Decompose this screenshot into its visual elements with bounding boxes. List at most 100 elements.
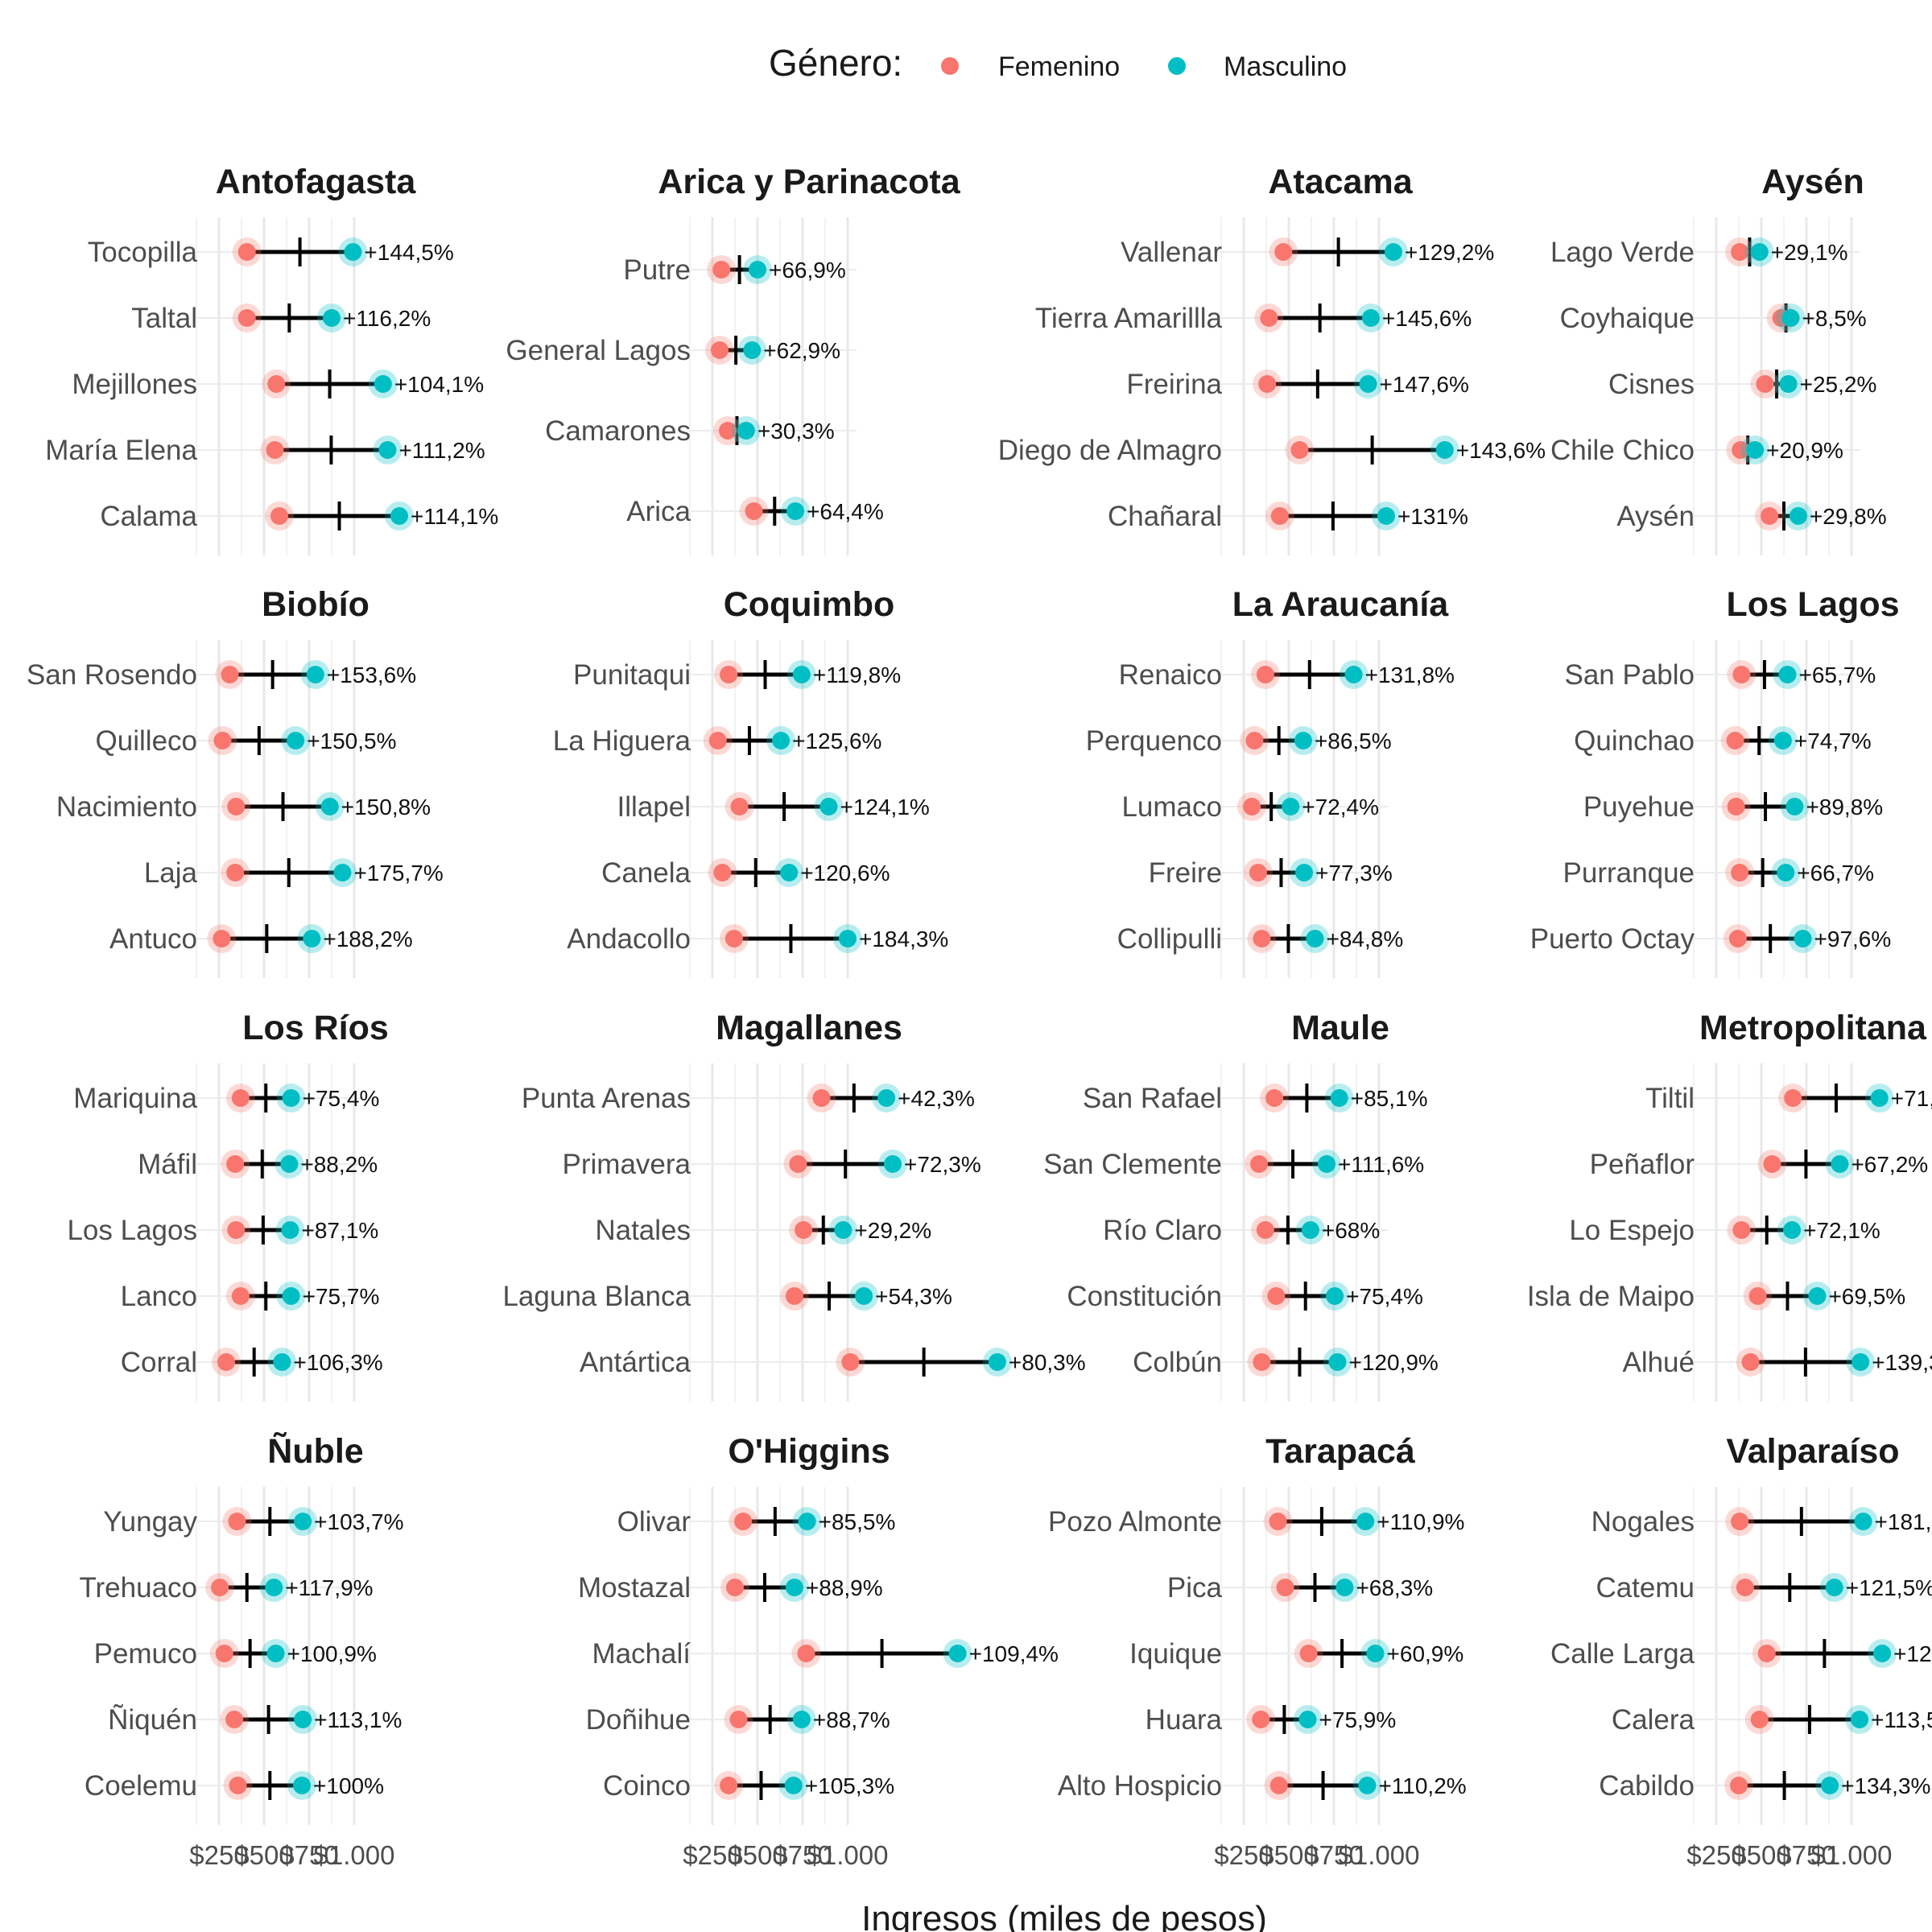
femenino-point [1732,1221,1751,1239]
dumbbell-row: Punitaqui +119,8% [573,659,901,691]
category-label: Purranque [1563,857,1695,889]
percent-label: +100% [313,1773,384,1798]
facet-panel: Arica y Parinacota Putre +66,9% General Lag… [506,163,961,555]
dumbbell-row: Punta Arenas +42,3% [522,1083,975,1114]
percent-label: +60,9% [1387,1641,1464,1666]
masculino-point [1294,732,1312,749]
category-label: María Elena [45,435,197,466]
femenino-point [720,666,738,683]
dumbbell-row: Lanco +75,7% [121,1281,380,1312]
femenino-point [1732,441,1750,459]
masculino-point [792,1711,811,1728]
x-tick-label: $250 [1686,1840,1745,1870]
femenino-point [724,930,743,947]
dumbbell-row: Chañaral +131% [1108,501,1468,532]
facet-panel: Atacama Vallenar +129,2% Tierra Amarillla +1… [998,163,1546,555]
masculino-point [1318,1155,1336,1173]
category-label: Puerto Octay [1530,923,1695,955]
masculino-point [855,1287,873,1305]
category-label: Laja [144,857,198,889]
femenino-point [1730,1777,1748,1794]
dumbbell-row: Mariquina +75,4% [73,1083,379,1114]
x-tick-label: $750 [1304,1840,1363,1870]
category-label: Olivar [617,1506,691,1538]
dumbbell-row: Calama +114,1% [100,501,498,532]
category-label: Cisnes [1608,369,1695,400]
percent-label: +75,4% [303,1086,380,1111]
x-tick-label: $1.000 [314,1840,395,1870]
facet-title: Aysén [1761,163,1864,201]
dumbbell-row: Calera +113,5% [1612,1704,1932,1736]
masculino-point [323,309,341,327]
femenino-point [226,1155,245,1173]
femenino-point [1731,864,1749,881]
category-label: San Rafael [1083,1083,1222,1114]
dumbbell-row: Coyhaique +8,5% [1560,303,1867,334]
percent-label: +75,4% [1346,1284,1423,1309]
percent-label: +25,2% [1800,372,1877,397]
femenino-point [795,1221,813,1239]
percent-label: +104,1% [394,372,484,397]
masculino-point [1366,1645,1385,1662]
facet-title: Antofagasta [216,163,417,201]
dumbbell-row: Vallenar +129,2% [1121,237,1494,268]
percent-label: +120,9% [1348,1350,1438,1375]
x-tick-label: $1.000 [807,1840,889,1870]
dumbbell-row: Puerto Octay +97,6% [1530,923,1892,955]
x-tick-label: $500 [728,1840,786,1870]
percent-label: +188,2% [323,927,412,952]
category-label: Catemu [1596,1572,1695,1604]
femenino-point [1763,1155,1781,1173]
masculino-point [294,1513,312,1530]
dumbbell-row: Machalí +109,4% [592,1638,1059,1670]
femenino-point [729,1711,748,1728]
masculino-point [1306,930,1324,947]
legend-label-masculino: Masculino [1224,52,1347,82]
masculino-point [320,798,339,815]
category-label: Lanco [121,1281,197,1312]
masculino-point [839,930,857,947]
femenino-point [734,1513,753,1530]
femenino-point [789,1155,807,1173]
percent-label: +66,9% [769,258,846,283]
masculino-point [785,1579,803,1596]
masculino-point [281,1221,299,1239]
percent-label: +125,6% [792,729,881,753]
category-label: Máfil [138,1149,197,1180]
percent-label: +111,2% [398,438,485,463]
masculino-point [390,507,408,525]
dumbbell-row: Isla de Maipo +69,5% [1527,1281,1905,1312]
dumbbell-row: Coelemu +100% [85,1770,384,1802]
masculino-point [282,1089,300,1107]
facet-panel: Aysén Lago Verde +29,1% Coyhaique +8,5% Cisne… [1550,163,1887,555]
percent-label: +54,3% [875,1284,952,1309]
percent-label: +74,7% [1794,729,1872,753]
masculino-point [306,666,324,683]
percent-label: +113,5% [1871,1707,1932,1732]
masculino-point [1778,666,1797,683]
dumbbell-row: San Rafael +85,1% [1083,1083,1428,1114]
category-label: Taltal [131,303,197,334]
category-label: Vallenar [1121,237,1222,268]
gridlines [1693,217,1853,555]
category-label: Pica [1167,1572,1223,1604]
percent-label: +184,3% [859,927,948,952]
dumbbell-row: Ñiquén +113,1% [108,1704,402,1736]
femenino-point [1731,243,1749,261]
masculino-point [1330,1089,1348,1107]
percent-label: +120,6% [800,861,890,886]
percent-label: +120,7% [1893,1641,1932,1666]
percent-label: +29,1% [1771,240,1848,265]
femenino-point [1274,243,1293,261]
masculino-point [1779,375,1798,393]
femenino-point [812,1089,831,1107]
femenino-point [213,732,232,749]
percent-label: +20,9% [1766,438,1843,463]
facet-panel: La Araucanía Renaico +131,8% Perquenco +86,5… [1086,585,1455,978]
femenino-point [1258,375,1277,393]
femenino-point [215,1645,233,1662]
masculino-point [948,1645,967,1662]
dumbbell-row: Quinchao +74,7% [1574,725,1871,757]
percent-label: +134,3% [1841,1773,1930,1798]
percent-label: +72,1% [1803,1218,1880,1243]
